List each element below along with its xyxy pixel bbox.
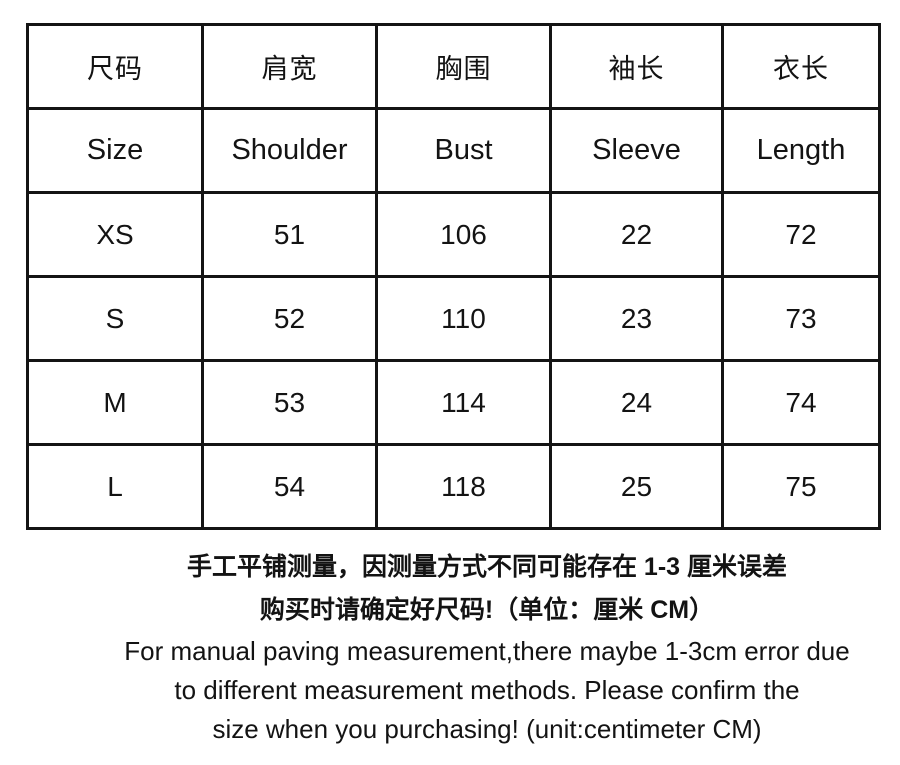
header-cell-en-bust: Bust [375,107,552,194]
table-row-m: M 53 114 24 74 [26,359,881,446]
size-cell: 22 [549,191,724,278]
header-cell-cn-length: 衣长 [721,23,881,110]
size-cell: 54 [201,443,378,530]
size-cell: 72 [721,191,881,278]
size-cell: 118 [375,443,552,530]
table-row-l: L 54 118 25 75 [26,443,881,530]
table-row-s: S 52 110 23 73 [26,275,881,362]
size-cell: 23 [549,275,724,362]
header-cell-en-sleeve: Sleeve [549,107,724,194]
note-line-en-3: size when you purchasing! (unit:centimet… [212,714,762,744]
size-chart-table: 尺码 肩宽 胸围 袖长 衣长 Size Shoulder Bust Sleeve… [26,23,881,530]
measurement-notes: 手工平铺测量，因测量方式不同可能存在 1-3 厘米误差 购买时请确定好尺码!（单… [0,546,900,749]
size-cell: 114 [375,359,552,446]
header-cell-cn-bust: 胸围 [375,23,552,110]
size-cell: 52 [201,275,378,362]
size-cell: 25 [549,443,724,530]
size-cell: 51 [201,191,378,278]
size-cell: 110 [375,275,552,362]
header-cell-cn-shoulder: 肩宽 [201,23,378,110]
size-cell: 75 [721,443,881,530]
table-row-xs: XS 51 106 22 72 [26,191,881,278]
size-cell: 24 [549,359,724,446]
row-label-cell: L [26,443,204,530]
size-cell: 74 [721,359,881,446]
note-line-en-1: For manual paving measurement,there mayb… [124,636,850,666]
row-label-cell: XS [26,191,204,278]
header-cell-cn-sleeve: 袖长 [549,23,724,110]
header-cell-en-length: Length [721,107,881,194]
row-label-cell: M [26,359,204,446]
note-line-cn-1: 手工平铺测量，因测量方式不同可能存在 1-3 厘米误差 [186,553,788,581]
header-cell-en-size: Size [26,107,204,194]
table-header-row-en: Size Shoulder Bust Sleeve Length [26,107,881,194]
note-line-en-2: to different measurement methods. Please… [174,675,800,705]
header-cell-cn-size: 尺码 [26,23,204,110]
size-cell: 73 [721,275,881,362]
header-cell-en-shoulder: Shoulder [201,107,378,194]
size-cell: 53 [201,359,378,446]
table-header-row-cn: 尺码 肩宽 胸围 袖长 衣长 [26,23,881,110]
note-line-cn-2: 购买时请确定好尺码!（单位：厘米 CM） [259,596,715,624]
size-cell: 106 [375,191,552,278]
row-label-cell: S [26,275,204,362]
